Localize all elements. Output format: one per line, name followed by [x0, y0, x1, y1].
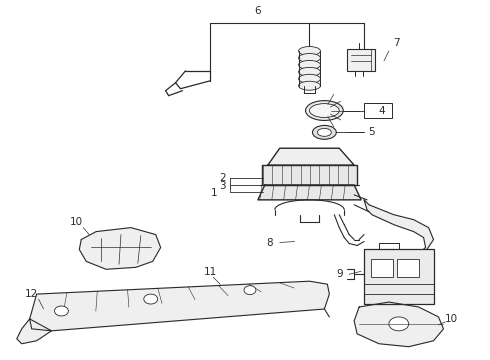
Text: 11: 11 [204, 267, 217, 277]
Polygon shape [262, 165, 357, 185]
Ellipse shape [244, 286, 256, 294]
Ellipse shape [313, 125, 336, 139]
Text: 5: 5 [368, 127, 374, 138]
Text: 7: 7 [393, 38, 400, 48]
Ellipse shape [318, 129, 331, 136]
Ellipse shape [298, 46, 320, 55]
Ellipse shape [306, 100, 343, 121]
Ellipse shape [298, 74, 320, 83]
Text: 1: 1 [211, 188, 218, 198]
Ellipse shape [298, 54, 320, 62]
Ellipse shape [389, 317, 409, 331]
Text: 6: 6 [255, 6, 261, 16]
Polygon shape [30, 281, 329, 331]
Bar [371, 260, 393, 277]
Ellipse shape [54, 306, 69, 316]
Ellipse shape [298, 60, 320, 69]
Polygon shape [79, 228, 161, 269]
Polygon shape [258, 185, 361, 200]
Text: 10: 10 [445, 314, 458, 324]
Text: 9: 9 [336, 269, 343, 279]
Ellipse shape [310, 104, 339, 117]
Bar [364, 103, 392, 118]
Bar [347, 49, 375, 71]
Polygon shape [17, 319, 51, 344]
Polygon shape [268, 148, 354, 165]
Text: 4: 4 [379, 105, 385, 116]
Polygon shape [354, 302, 443, 347]
Text: 12: 12 [25, 289, 38, 299]
Text: 2: 2 [219, 173, 225, 183]
Ellipse shape [298, 67, 320, 76]
Text: 8: 8 [267, 238, 273, 248]
Bar [397, 260, 418, 277]
Ellipse shape [298, 81, 320, 90]
Bar [364, 249, 434, 304]
Ellipse shape [144, 294, 158, 304]
Text: 10: 10 [70, 217, 83, 227]
Polygon shape [364, 200, 434, 266]
Text: 3: 3 [219, 181, 225, 191]
